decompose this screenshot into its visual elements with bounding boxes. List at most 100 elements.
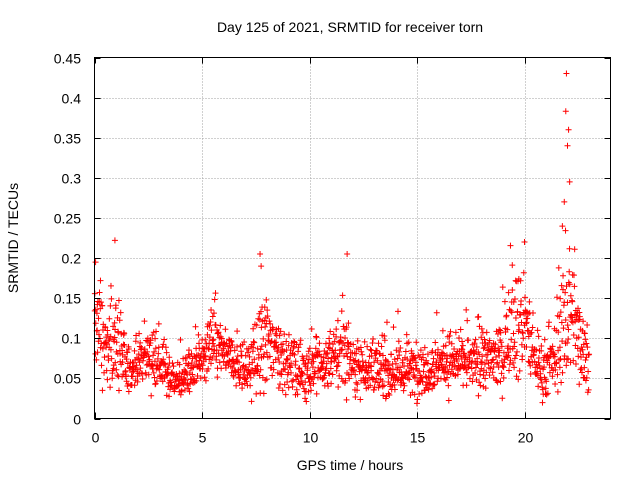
data-point <box>346 375 353 382</box>
data-point <box>239 385 246 392</box>
data-point <box>205 365 212 372</box>
data-point <box>490 356 497 363</box>
data-point <box>114 372 121 379</box>
data-point <box>373 375 380 382</box>
data-point <box>313 390 320 397</box>
data-point <box>344 346 351 353</box>
data-point <box>263 349 270 356</box>
data-point <box>359 351 366 358</box>
data-point <box>216 342 223 349</box>
data-point <box>492 341 499 348</box>
data-point <box>583 340 590 347</box>
data-point <box>270 366 277 373</box>
data-point <box>509 262 516 269</box>
data-point <box>413 359 420 366</box>
data-point <box>401 382 408 389</box>
data-point <box>394 355 401 362</box>
data-point <box>438 362 445 369</box>
data-point <box>334 317 341 324</box>
data-point <box>572 360 579 367</box>
data-point <box>136 359 143 366</box>
data-point <box>563 362 570 369</box>
data-point <box>121 330 128 337</box>
data-point <box>193 358 200 365</box>
data-point <box>499 395 506 402</box>
data-point <box>555 264 562 271</box>
data-point <box>525 358 532 365</box>
data-point <box>392 360 399 367</box>
data-point <box>352 357 359 364</box>
data-point <box>267 320 274 327</box>
data-point <box>543 391 550 398</box>
data-point <box>178 388 185 395</box>
data-point <box>125 380 132 387</box>
x-tick-label: 0 <box>92 430 100 446</box>
data-point <box>477 371 484 378</box>
data-point <box>343 396 350 403</box>
data-point <box>579 346 586 353</box>
data-point <box>268 338 275 345</box>
data-point <box>333 363 340 370</box>
data-point <box>186 369 193 376</box>
data-point <box>264 307 271 314</box>
data-point <box>113 366 120 373</box>
data-point <box>313 333 319 340</box>
data-point <box>553 360 560 367</box>
data-point <box>386 392 393 399</box>
data-point <box>442 363 449 370</box>
data-point <box>397 344 404 351</box>
y-axis-label: SRMTID / TECUs <box>5 183 21 293</box>
data-point <box>541 364 548 371</box>
data-point <box>499 362 506 369</box>
data-point <box>109 375 116 382</box>
data-point <box>376 350 383 357</box>
data-point <box>512 315 519 322</box>
data-point <box>430 355 437 362</box>
data-point <box>161 336 168 343</box>
data-point <box>517 277 524 284</box>
data-point <box>395 338 402 345</box>
data-point <box>364 377 371 384</box>
data-point <box>374 379 381 386</box>
y-tick-label: 0.1 <box>62 331 82 347</box>
data-point <box>463 306 470 313</box>
data-point <box>542 385 549 392</box>
data-point <box>194 373 201 380</box>
data-point <box>566 245 573 252</box>
data-point <box>570 357 577 364</box>
data-point <box>563 70 570 77</box>
data-point <box>264 313 271 320</box>
data-point <box>169 360 176 367</box>
y-tick-label: 0 <box>73 412 81 428</box>
data-point <box>528 329 535 336</box>
data-point <box>213 347 220 354</box>
data-point <box>218 335 225 342</box>
data-point <box>151 348 158 355</box>
data-point <box>202 336 209 343</box>
data-point <box>182 376 189 383</box>
data-point <box>322 340 329 347</box>
data-point <box>152 335 159 342</box>
data-point <box>360 362 367 369</box>
data-point <box>500 374 507 381</box>
data-point <box>510 330 517 337</box>
data-point <box>581 330 588 337</box>
data-point <box>285 342 292 349</box>
data-point <box>367 346 374 353</box>
data-point <box>442 342 449 349</box>
data-point <box>101 354 108 361</box>
data-point <box>342 335 349 342</box>
data-point <box>260 335 267 342</box>
data-point <box>103 367 110 374</box>
data-point <box>211 296 218 303</box>
data-point <box>389 366 396 373</box>
data-point <box>278 352 285 359</box>
data-point <box>508 309 515 316</box>
data-point <box>377 351 384 358</box>
data-point <box>319 376 326 383</box>
data-point <box>429 347 436 354</box>
data-point <box>564 299 571 306</box>
data-point <box>270 326 277 333</box>
data-point <box>510 359 517 366</box>
data-point <box>254 345 261 352</box>
